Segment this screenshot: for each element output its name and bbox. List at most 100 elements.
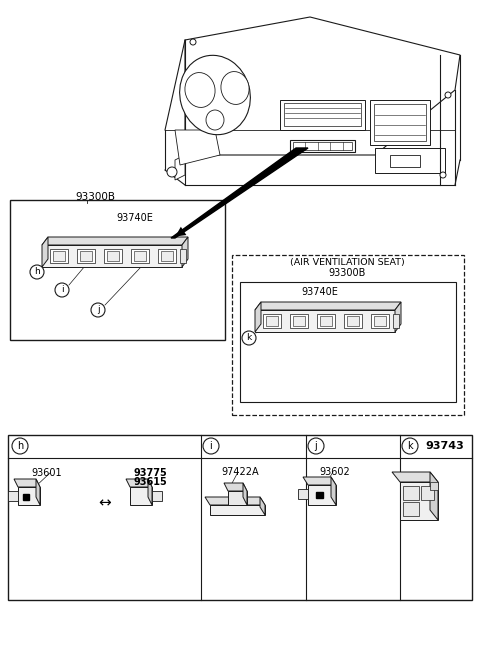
Polygon shape <box>400 482 438 520</box>
Text: i: i <box>210 441 212 451</box>
Text: h: h <box>34 268 40 276</box>
Circle shape <box>91 303 105 317</box>
Bar <box>8 435 472 600</box>
Polygon shape <box>23 494 29 500</box>
Text: 93300B: 93300B <box>328 268 366 278</box>
Polygon shape <box>210 505 265 515</box>
Bar <box>421 486 434 500</box>
Bar <box>180 249 186 263</box>
Circle shape <box>12 438 28 454</box>
Polygon shape <box>255 302 401 310</box>
Polygon shape <box>18 487 40 505</box>
Bar <box>320 316 332 326</box>
Ellipse shape <box>180 55 251 134</box>
Text: 93775: 93775 <box>133 468 167 478</box>
Bar <box>370 100 430 145</box>
Polygon shape <box>255 310 395 332</box>
Polygon shape <box>42 245 182 267</box>
Bar <box>104 249 122 263</box>
Circle shape <box>55 283 69 297</box>
Text: 93615: 93615 <box>133 477 167 487</box>
Text: 93743: 93743 <box>426 441 464 451</box>
Bar <box>161 251 173 261</box>
Bar <box>374 316 386 326</box>
Bar <box>280 100 365 130</box>
Bar <box>393 314 399 328</box>
Bar <box>371 314 389 328</box>
Text: 97422A: 97422A <box>221 467 259 477</box>
Bar <box>53 251 65 261</box>
Text: k: k <box>407 441 413 451</box>
Polygon shape <box>130 487 152 505</box>
Polygon shape <box>228 491 247 505</box>
Text: 93602: 93602 <box>320 467 350 477</box>
Polygon shape <box>126 479 152 487</box>
Bar <box>290 314 308 328</box>
Polygon shape <box>152 491 162 501</box>
Polygon shape <box>243 483 247 505</box>
Bar <box>232 255 464 415</box>
Polygon shape <box>42 237 48 267</box>
Bar <box>107 251 119 261</box>
Bar <box>403 502 419 516</box>
Circle shape <box>445 92 451 98</box>
Polygon shape <box>171 148 308 238</box>
Polygon shape <box>175 155 185 180</box>
Text: 93300B: 93300B <box>75 192 115 202</box>
Text: j: j <box>314 441 317 451</box>
Ellipse shape <box>206 110 224 130</box>
Polygon shape <box>185 17 460 155</box>
Bar <box>284 103 361 126</box>
Polygon shape <box>430 472 438 520</box>
Bar <box>374 104 426 141</box>
Polygon shape <box>14 479 40 487</box>
Bar <box>50 249 68 263</box>
Circle shape <box>308 438 324 454</box>
Polygon shape <box>182 237 188 267</box>
Polygon shape <box>205 497 265 505</box>
Text: 93601: 93601 <box>32 468 62 478</box>
Bar <box>134 251 146 261</box>
Circle shape <box>167 167 177 177</box>
Bar <box>240 282 456 402</box>
Bar <box>403 486 419 500</box>
Polygon shape <box>260 497 265 515</box>
Ellipse shape <box>221 72 249 104</box>
Text: i: i <box>60 285 63 295</box>
Polygon shape <box>331 477 336 505</box>
Polygon shape <box>298 489 308 499</box>
Text: j: j <box>96 306 99 314</box>
Polygon shape <box>8 491 18 501</box>
Bar <box>263 314 281 328</box>
Polygon shape <box>316 492 323 498</box>
Text: 93740E: 93740E <box>301 287 338 297</box>
Text: ↔: ↔ <box>98 495 111 510</box>
Polygon shape <box>430 482 438 490</box>
Circle shape <box>402 438 418 454</box>
Bar <box>293 142 352 150</box>
Bar <box>266 316 278 326</box>
Text: k: k <box>246 333 252 342</box>
Text: h: h <box>17 441 23 451</box>
Polygon shape <box>36 479 40 505</box>
Circle shape <box>190 39 196 45</box>
Bar <box>131 249 149 263</box>
Bar <box>347 316 359 326</box>
Text: 93740E: 93740E <box>117 213 154 223</box>
Polygon shape <box>303 477 336 485</box>
Polygon shape <box>392 472 438 482</box>
Circle shape <box>440 172 446 178</box>
Polygon shape <box>395 302 401 332</box>
Bar <box>375 148 445 173</box>
Ellipse shape <box>185 73 215 108</box>
Circle shape <box>30 265 44 279</box>
Circle shape <box>242 331 256 345</box>
Bar <box>344 314 362 328</box>
Bar <box>290 140 355 152</box>
Bar <box>77 249 95 263</box>
Polygon shape <box>224 483 247 491</box>
Polygon shape <box>42 237 188 245</box>
Bar <box>10 200 225 340</box>
Text: (AIR VENTILATION SEAT): (AIR VENTILATION SEAT) <box>289 258 404 266</box>
Bar <box>390 155 420 167</box>
